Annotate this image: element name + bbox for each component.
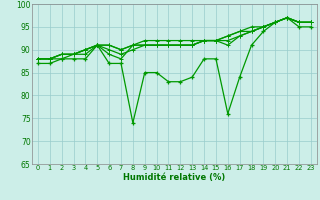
X-axis label: Humidité relative (%): Humidité relative (%) (123, 173, 226, 182)
